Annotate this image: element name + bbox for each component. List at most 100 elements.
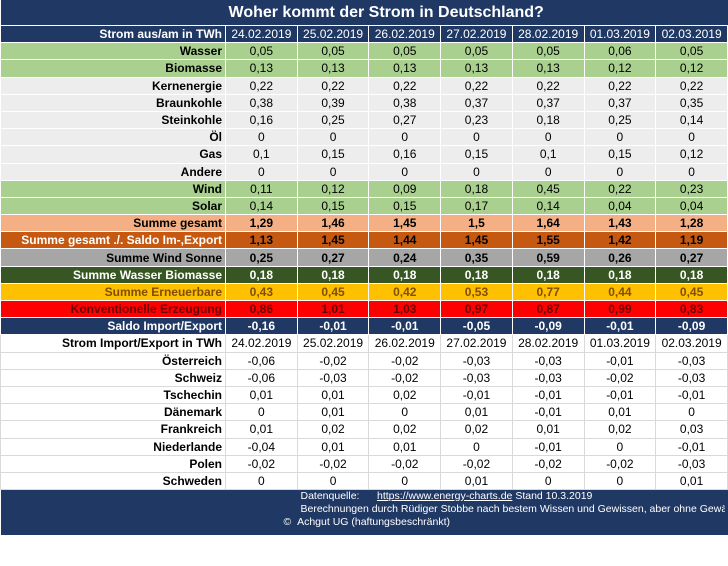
cell: 0,13 xyxy=(511,59,585,78)
cell: 0,18 xyxy=(511,110,585,130)
cell: -0,01 xyxy=(583,351,657,370)
cell: -0,03 xyxy=(511,368,585,387)
row-label: Strom aus/am in TWh xyxy=(0,24,226,44)
row-label: Summe Erneuerbare xyxy=(0,282,226,302)
cell: 0,04 xyxy=(583,196,657,216)
cell: 0,18 xyxy=(225,265,298,284)
cell: -0,03 xyxy=(440,351,513,370)
cell: 0 xyxy=(296,162,370,181)
table-row: Saldo Import/Export -0,16 -0,01 -0,01 -0,05-… xyxy=(0,317,728,336)
cell: 0 xyxy=(440,162,513,181)
cell: 0,18 xyxy=(368,265,442,284)
cell: 0,38 xyxy=(368,93,442,112)
cell: 0,02 xyxy=(583,420,657,439)
row-label: Wind xyxy=(0,179,226,198)
cell: 0,12 xyxy=(583,59,657,78)
row-label: Kernenergie xyxy=(0,76,226,95)
cell: 1,42 xyxy=(583,231,657,250)
cell: 0,99 xyxy=(583,299,657,319)
title-spacer xyxy=(0,0,226,26)
cell: 1,45 xyxy=(296,231,370,250)
table-row: Tschechin 0,01 0,01 0,02 -0,01 -0,01 -0,01 -0,0… xyxy=(0,385,728,405)
cell: 0,13 xyxy=(225,59,298,78)
cell: 0 xyxy=(655,403,728,422)
cell: 0,05 xyxy=(655,42,728,61)
cell: 02.03.2019 xyxy=(655,334,728,353)
cell: 0,22 xyxy=(655,76,728,95)
cell: 0 xyxy=(368,471,442,491)
cell: 1,13 xyxy=(225,231,298,250)
cell: -0,01 xyxy=(583,317,657,336)
cell: 0 xyxy=(225,403,298,422)
cell: -0,02 xyxy=(225,454,298,473)
table-row: Braunkohle 0,38 0,39 0,38 0,37 0,37 0,37 0,35 xyxy=(0,93,728,112)
cell: -0,03 xyxy=(440,368,513,387)
cell: 0,22 xyxy=(368,76,442,95)
cell: 0,17 xyxy=(440,196,513,216)
table-row: Summe gesamt ./. Saldo Im-,Export 1,13 1,4… xyxy=(0,231,728,250)
table-row: Schweiz -0,06 -0,03 -0,02 -0,03 -0,03 -0,02 -0,… xyxy=(0,368,728,387)
cell: 0,06 xyxy=(583,42,657,61)
cell: 25.02.2019 xyxy=(296,24,370,44)
cell: 0,35 xyxy=(655,93,728,112)
cell: -0,03 xyxy=(296,368,370,387)
cell: -0,01 xyxy=(511,403,585,422)
cell: 0,22 xyxy=(511,76,585,95)
cell: 0 xyxy=(296,471,370,491)
cell: 1,29 xyxy=(225,214,298,233)
table-row: Niederlande -0,04 0,01 0,01 0 -0,01 0 -0,01 xyxy=(0,437,728,456)
cell: 27.02.2019 xyxy=(440,334,513,353)
energy-table: Woher kommt der Strom in Deutschland? St… xyxy=(0,0,728,536)
row-label: Frankreich xyxy=(0,420,226,439)
cell: 0 xyxy=(583,128,657,147)
cell: 0 xyxy=(583,162,657,181)
cell: 0,01 xyxy=(225,420,298,439)
cell: 0,22 xyxy=(583,76,657,95)
cell: -0,02 xyxy=(440,454,513,473)
footer-line: Berechnungen durch Rüdiger Stobbe nach b… xyxy=(229,503,725,516)
cell: 0,97 xyxy=(440,299,513,319)
cell: 0,05 xyxy=(368,42,442,61)
cell: 02.03.2019 xyxy=(655,24,728,44)
cell: 24.02.2019 xyxy=(225,24,298,44)
cell: -0,01 xyxy=(368,317,442,336)
table-body: Woher kommt der Strom in Deutschland? St… xyxy=(0,0,728,536)
table-row: Steinkohle 0,16 0,25 0,27 0,23 0,18 0,25 0,14 xyxy=(0,110,728,130)
cell: 0 xyxy=(368,403,442,422)
cell: 0,18 xyxy=(296,265,370,284)
table-row: Öl 0 0 0 0 0 0 0 xyxy=(0,128,728,147)
cell: 1,43 xyxy=(583,214,657,233)
cell: 0,14 xyxy=(511,196,585,216)
table-row: Summe Wasser Biomasse 0,18 0,18 0,18 0,18 0,1… xyxy=(0,265,728,284)
cell: 0 xyxy=(583,437,657,456)
cell: 0,15 xyxy=(583,145,657,164)
cell: -0,01 xyxy=(440,385,513,405)
row-label: Strom Import/Export in TWh xyxy=(0,334,226,353)
cell: -0,01 xyxy=(583,385,657,405)
cell: 0,01 xyxy=(511,420,585,439)
cell: 0 xyxy=(225,128,298,147)
row-label: Konventionelle Erzeugung xyxy=(0,299,226,319)
source-link[interactable]: https://www.energy-charts.de xyxy=(376,490,513,503)
cell: 0,42 xyxy=(368,282,442,302)
row-label: Summe gesamt ./. Saldo Im-,Export xyxy=(0,231,226,250)
cell: 0 xyxy=(511,471,585,491)
row-label: Saldo Import/Export xyxy=(0,317,226,336)
cell: 0,23 xyxy=(655,179,728,198)
cell: 0,15 xyxy=(440,145,513,164)
row-label: Schweden xyxy=(0,471,226,491)
cell: 0,12 xyxy=(655,59,728,78)
cell: 0,02 xyxy=(440,420,513,439)
cell: 0 xyxy=(511,162,585,181)
table-row: Polen -0,02 -0,02 -0,02 -0,02 -0,02 -0,02 -0,03 xyxy=(0,454,728,473)
cell: 0,22 xyxy=(296,76,370,95)
cell: 0,13 xyxy=(368,59,442,78)
cell: -0,02 xyxy=(583,454,657,473)
table-row: Summe Wind Sonne 0,25 0,27 0,24 0,35 0,59 0,26… xyxy=(0,248,728,267)
cell: 1,46 xyxy=(296,214,370,233)
cell: 1,45 xyxy=(440,231,513,250)
cell: 0,37 xyxy=(511,93,585,112)
cell: 0,01 xyxy=(296,437,370,456)
row-label: Öl xyxy=(0,128,226,147)
